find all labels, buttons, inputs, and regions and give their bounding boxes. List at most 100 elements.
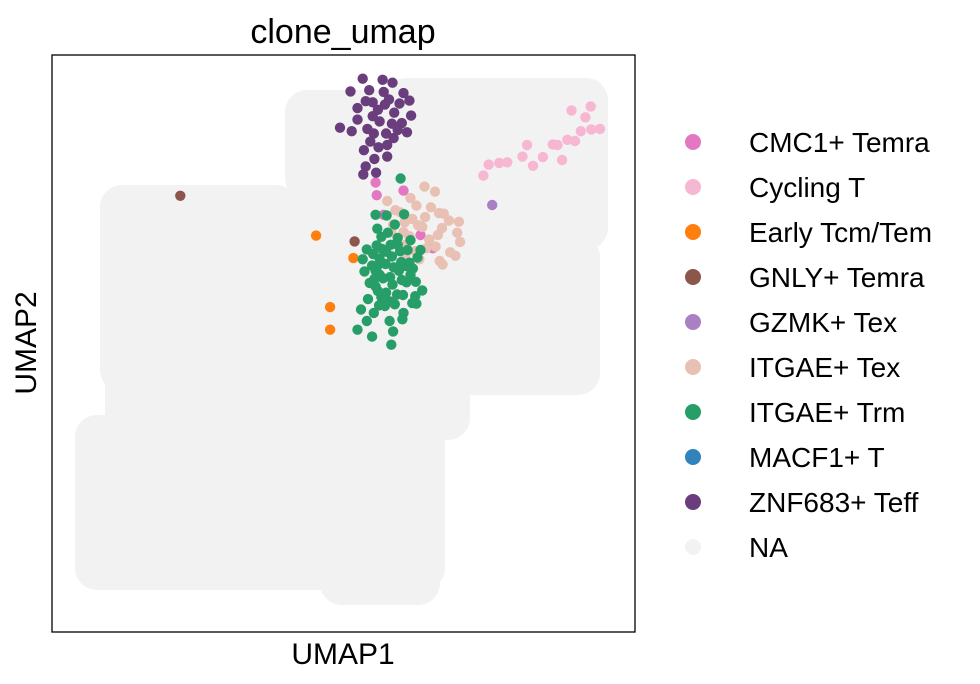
legend-label: MACF1+ T	[749, 442, 885, 473]
point	[487, 199, 498, 211]
point	[345, 86, 356, 97]
legend-label: Early Tcm/Tem	[749, 217, 932, 248]
clone-points	[175, 73, 606, 350]
point	[398, 87, 409, 99]
point	[377, 74, 388, 86]
point	[452, 227, 463, 238]
point	[586, 124, 597, 135]
point	[398, 185, 409, 196]
legend-label: ITGAE+ Trm	[749, 397, 905, 428]
point	[373, 142, 384, 153]
point	[392, 124, 403, 136]
point	[397, 314, 408, 325]
point	[396, 274, 407, 286]
point	[387, 326, 399, 337]
point	[380, 128, 392, 139]
point	[364, 85, 375, 96]
point	[370, 177, 381, 188]
point	[401, 127, 413, 138]
chart-title: clone_umap	[250, 13, 435, 51]
point	[556, 154, 568, 166]
point	[502, 157, 513, 168]
point	[367, 111, 378, 122]
legend-marker	[685, 179, 701, 195]
point	[349, 236, 360, 247]
point	[352, 114, 363, 125]
point	[368, 128, 379, 139]
point	[355, 304, 367, 315]
point	[352, 324, 363, 335]
point	[358, 169, 369, 180]
point	[405, 235, 416, 246]
background-region	[320, 480, 440, 605]
point	[378, 86, 389, 98]
point	[370, 281, 381, 292]
point	[388, 132, 399, 144]
point	[357, 254, 368, 265]
point	[424, 234, 435, 245]
point	[384, 271, 396, 283]
point	[357, 73, 368, 84]
point	[362, 293, 374, 305]
point	[389, 299, 400, 310]
point	[445, 247, 456, 258]
legend-marker	[685, 314, 701, 330]
point	[381, 210, 392, 221]
point	[419, 211, 431, 223]
point	[417, 285, 428, 296]
point	[405, 192, 416, 204]
legend-marker	[685, 404, 701, 420]
point	[547, 139, 558, 150]
point	[366, 260, 378, 271]
point	[594, 123, 606, 135]
point	[382, 195, 393, 207]
point	[382, 139, 393, 151]
point	[368, 307, 379, 319]
legend-label: ITGAE+ Tex	[749, 352, 900, 383]
legend-marker	[685, 359, 701, 375]
point	[527, 160, 539, 171]
legend-label: CMC1+ Temra	[749, 127, 930, 158]
point	[360, 161, 371, 172]
point	[394, 98, 405, 109]
point	[397, 289, 409, 301]
point	[415, 244, 426, 256]
point	[454, 236, 466, 248]
legend: CMC1+ Temra Cycling T Early Tcm/Tem GNLY+ T…	[685, 127, 932, 563]
point	[453, 216, 465, 227]
point	[494, 157, 505, 169]
point	[517, 151, 528, 162]
point	[398, 209, 410, 220]
axes-frame	[51, 54, 636, 633]
point	[404, 95, 415, 106]
point	[569, 135, 581, 147]
point	[361, 244, 372, 255]
point	[365, 136, 376, 147]
point	[389, 107, 400, 118]
point	[483, 159, 494, 170]
point	[352, 102, 363, 114]
point	[324, 324, 336, 335]
point	[371, 190, 382, 201]
point	[437, 259, 448, 270]
point	[376, 243, 388, 255]
point	[438, 208, 449, 219]
point	[387, 77, 398, 88]
point	[411, 200, 422, 211]
x-axis-label: UMAP1	[291, 638, 394, 671]
legend-marker	[685, 224, 701, 240]
point	[361, 315, 372, 327]
point	[575, 126, 586, 137]
legend-label: NA	[749, 532, 788, 563]
point	[367, 97, 378, 108]
background-cells	[75, 78, 608, 605]
point	[372, 223, 383, 234]
point	[310, 230, 322, 241]
point	[175, 190, 186, 201]
legend-label: ZNF683+ Teff	[749, 487, 919, 518]
point	[432, 229, 444, 241]
point	[521, 139, 533, 151]
point	[419, 181, 430, 192]
y-axis-label: UMAP2	[10, 291, 43, 394]
